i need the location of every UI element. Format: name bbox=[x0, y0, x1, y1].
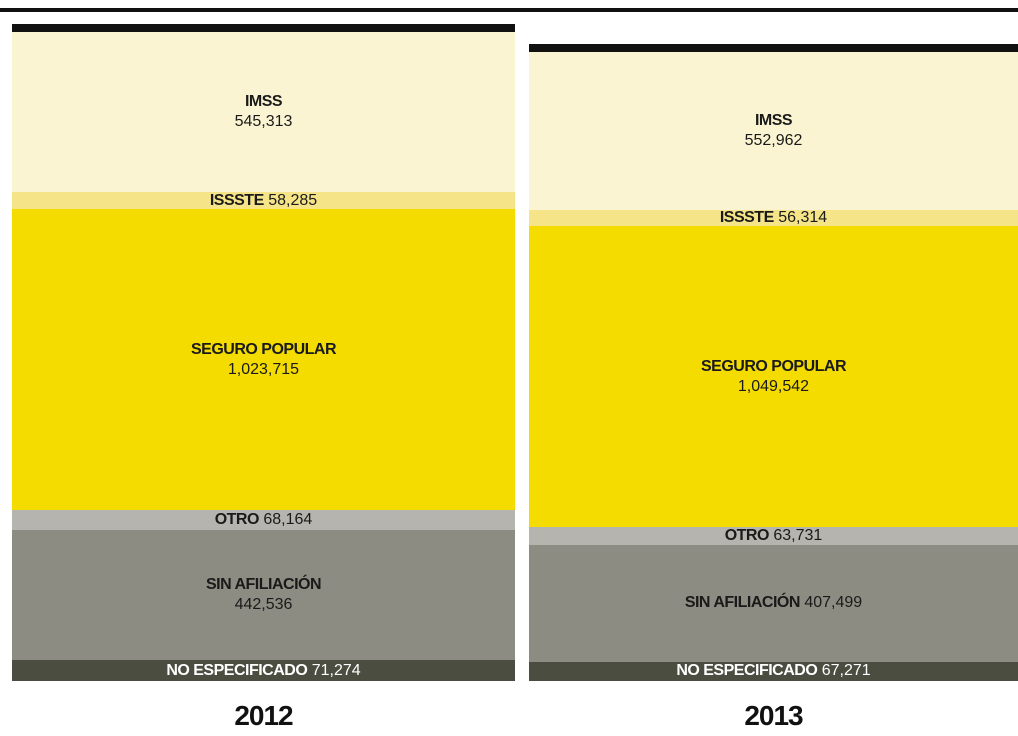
segment-2012-no-especificado: NO ESPECIFICADO 71,274 bbox=[12, 660, 515, 681]
segment-name: NO ESPECIFICADO bbox=[676, 662, 818, 680]
segment-value: 68,164 bbox=[258, 511, 313, 529]
segment-name: OTRO bbox=[214, 511, 260, 529]
segment-value: 442,536 bbox=[234, 596, 293, 614]
column-2013: IMSS 552,962 ISSSTE 56,314 SEGURO POPULAR 1,… bbox=[529, 44, 1018, 681]
segment-name: ISSSTE bbox=[209, 191, 264, 209]
column-2013-cap bbox=[529, 44, 1018, 52]
segment-value: 552,962 bbox=[744, 132, 803, 150]
segment-label: IMSS 552,962 bbox=[745, 111, 803, 151]
segment-label: NO ESPECIFICADO 71,274 bbox=[166, 661, 360, 681]
segment-value: 1,049,542 bbox=[737, 377, 810, 395]
segment-name: SEGURO POPULAR bbox=[700, 357, 847, 375]
segment-value: 1,023,715 bbox=[227, 360, 300, 378]
column-2013-body: IMSS 552,962 ISSSTE 56,314 SEGURO POPULAR 1,… bbox=[529, 52, 1018, 681]
segment-value: 545,313 bbox=[234, 113, 293, 131]
segment-name: SIN AFILIACIÓN bbox=[684, 594, 801, 612]
top-rule bbox=[0, 8, 1018, 12]
segment-2013-imss: IMSS 552,962 bbox=[529, 52, 1018, 211]
segment-label: SEGURO POPULAR 1,023,715 bbox=[190, 340, 337, 380]
segment-value: 67,271 bbox=[817, 662, 871, 680]
segment-2013-sin-afiliacion: SIN AFILIACIÓN 407,499 bbox=[529, 545, 1018, 662]
segment-value: 58,285 bbox=[263, 191, 318, 209]
segment-2013-seguro-popular: SEGURO POPULAR 1,049,542 bbox=[529, 226, 1018, 527]
year-label-2012: 2012 bbox=[234, 700, 293, 731]
segment-2012-sin-afiliacion: SIN AFILIACIÓN 442,536 bbox=[12, 530, 515, 661]
segment-label: OTRO 68,164 bbox=[215, 510, 313, 530]
segment-label: ISSSTE 56,314 bbox=[720, 208, 827, 228]
segment-name: ISSSTE bbox=[719, 209, 774, 227]
segment-2013-issste: ISSSTE 56,314 bbox=[529, 208, 1018, 228]
segment-name: SEGURO POPULAR bbox=[190, 340, 337, 358]
column-2012-cap bbox=[12, 24, 515, 32]
segment-label: NO ESPECIFICADO 67,271 bbox=[676, 661, 870, 681]
segment-name: OTRO bbox=[724, 526, 770, 544]
segment-name: IMSS bbox=[244, 93, 283, 111]
segment-name: IMSS bbox=[754, 112, 793, 130]
segment-label: SIN AFILIACIÓN 407,499 bbox=[685, 593, 862, 613]
segment-name: SIN AFILIACIÓN bbox=[205, 576, 322, 594]
segment-2013-no-especificado: NO ESPECIFICADO 67,271 bbox=[529, 661, 1018, 681]
segment-value: 71,274 bbox=[307, 661, 361, 679]
segment-label: SEGURO POPULAR 1,049,542 bbox=[700, 357, 847, 397]
segment-2012-otro: OTRO 68,164 bbox=[12, 510, 515, 531]
segment-label: ISSSTE 58,285 bbox=[210, 191, 317, 211]
segment-label: OTRO 63,731 bbox=[725, 526, 823, 546]
segment-name: NO ESPECIFICADO bbox=[166, 661, 308, 679]
segment-label: IMSS 545,313 bbox=[235, 92, 293, 132]
column-2012: IMSS 545,313 ISSSTE 58,285 SEGURO POPULAR 1,… bbox=[12, 24, 515, 681]
segment-label: SIN AFILIACIÓN 442,536 bbox=[205, 575, 322, 615]
segment-value: 56,314 bbox=[773, 209, 828, 227]
segment-2012-imss: IMSS 545,313 bbox=[12, 32, 515, 193]
segment-2013-otro: OTRO 63,731 bbox=[529, 526, 1018, 546]
segment-2012-issste: ISSSTE 58,285 bbox=[12, 191, 515, 211]
year-label-2013: 2013 bbox=[744, 700, 803, 731]
column-2012-body: IMSS 545,313 ISSSTE 58,285 SEGURO POPULAR 1,… bbox=[12, 32, 515, 681]
segment-2012-seguro-popular: SEGURO POPULAR 1,023,715 bbox=[12, 209, 515, 511]
segment-value: 407,499 bbox=[799, 594, 863, 612]
segment-value: 63,731 bbox=[768, 526, 823, 544]
